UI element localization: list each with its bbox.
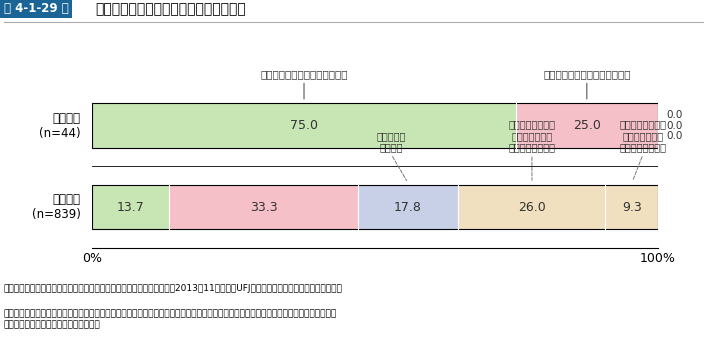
Text: 17.8: 17.8 <box>394 201 422 214</box>
Text: 33.3: 33.3 <box>250 201 277 214</box>
Bar <box>92 103 658 148</box>
Text: 資料：中小企業庁委託「自治体の中小企業支援の実態に関する調査」（2013年11月、三菱UFJリサーチ＆コンサルティング（株））: 資料：中小企業庁委託「自治体の中小企業支援の実態に関する調査」（2013年11月… <box>4 284 342 293</box>
FancyBboxPatch shape <box>516 103 658 148</box>
Text: 市区町村
(n=839): 市区町村 (n=839) <box>32 193 81 221</box>
Text: 25.0: 25.0 <box>573 119 601 132</box>
Text: 75.0: 75.0 <box>290 119 318 132</box>
FancyBboxPatch shape <box>92 185 170 229</box>
Bar <box>92 185 658 229</box>
Text: 都道府県
(n=44): 都道府県 (n=44) <box>39 112 81 140</box>
Text: 自治体と中小企業支援機関との連携状況: 自治体と中小企業支援機関との連携状況 <box>95 2 246 16</box>
Text: 0.0: 0.0 <box>666 131 682 141</box>
Text: 9.3: 9.3 <box>622 201 642 214</box>
Text: どちらとも
言えない: どちらとも 言えない <box>376 131 406 152</box>
Text: 連携する必要性は
感じているが、
連携はしていない: 連携する必要性は 感じているが、 連携はしていない <box>508 119 556 152</box>
Text: 多くの支援分野で連携している: 多くの支援分野で連携している <box>260 69 348 79</box>
Text: 0.0: 0.0 <box>666 121 682 131</box>
FancyBboxPatch shape <box>92 103 516 148</box>
FancyBboxPatch shape <box>605 185 658 229</box>
Text: 0.0: 0.0 <box>666 110 682 120</box>
Text: （注）ここでいう「連携」とは、産学官連携や海外での展示会など、行政機関と中小企業支援機関とが互いに情報交換しながら、協力して
　　中小企業を支援すること等をいう: （注）ここでいう「連携」とは、産学官連携や海外での展示会など、行政機関と中小企業… <box>4 310 337 329</box>
FancyBboxPatch shape <box>458 185 605 229</box>
Text: 26.0: 26.0 <box>518 201 546 214</box>
Text: 連携する必要性を
感じないため、
連携はしていない: 連携する必要性を 感じないため、 連携はしていない <box>619 119 667 152</box>
Text: 13.7: 13.7 <box>117 201 144 214</box>
Text: 一部の支援分野で連携している: 一部の支援分野で連携している <box>543 69 631 79</box>
FancyBboxPatch shape <box>358 185 458 229</box>
Text: 第 4-1-29 図: 第 4-1-29 図 <box>4 2 69 15</box>
FancyBboxPatch shape <box>170 185 358 229</box>
